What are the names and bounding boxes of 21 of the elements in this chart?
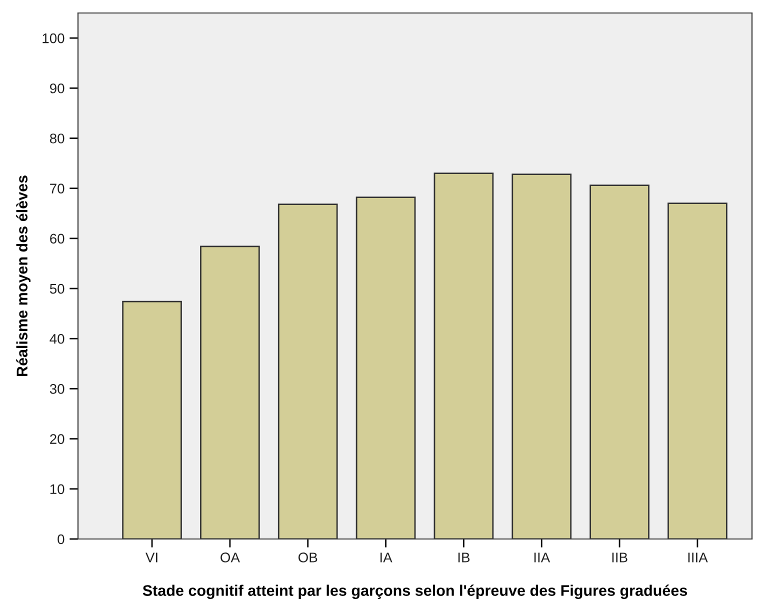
- y-tick-label: 60: [50, 234, 64, 244]
- x-axis-title: Stade cognitif atteint par les garçons selon l'épreuve des Figures graduées: [142, 584, 688, 600]
- y-tick-label: 90: [50, 83, 64, 94]
- y-tick-label: 0: [58, 534, 64, 544]
- x-tick-label: IB: [458, 552, 470, 562]
- x-tick-label: IIB: [612, 552, 628, 562]
- y-tick-label: 20: [50, 434, 64, 444]
- y-tick-label: 80: [50, 134, 64, 144]
- x-tick-label: IA: [380, 552, 392, 562]
- x-tick-label: VI: [146, 552, 158, 562]
- x-tick-label: IIIA: [688, 552, 708, 562]
- y-tick-label: 10: [50, 484, 64, 494]
- x-tick-label: OA: [220, 552, 240, 562]
- y-axis-title: Réalisme moyen des élèves: [16, 176, 31, 376]
- y-tick-label: 100: [42, 33, 64, 44]
- y-tick-label: 50: [50, 284, 64, 294]
- x-tick-label: IIA: [534, 552, 550, 562]
- y-tick-label: 30: [50, 384, 64, 394]
- y-tick-label: 40: [50, 334, 64, 344]
- x-tick-label: OB: [298, 552, 318, 562]
- y-tick-label: 70: [50, 184, 64, 194]
